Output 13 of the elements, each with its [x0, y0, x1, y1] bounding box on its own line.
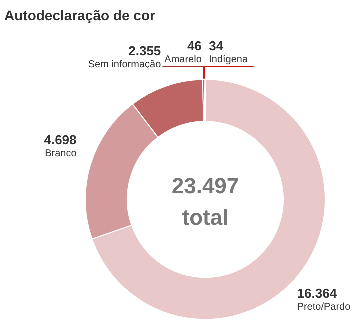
slice-label: Indígena	[209, 54, 248, 66]
chart-title: Autodeclaração de cor	[4, 8, 156, 24]
data-label: 16.364	[297, 286, 338, 301]
data-label: 46	[187, 38, 202, 54]
slice-label: Branco	[45, 148, 78, 160]
data-label: 4.698	[44, 132, 77, 148]
text: 23.497	[172, 174, 240, 199]
slice-label: Amarelo	[164, 54, 202, 66]
text: total	[182, 205, 229, 230]
data-label: 2.355	[128, 44, 162, 59]
slice-label: Sem informação	[88, 60, 162, 71]
data-label: 34	[209, 38, 224, 54]
slice-label: Preto/Pardo	[297, 302, 352, 313]
